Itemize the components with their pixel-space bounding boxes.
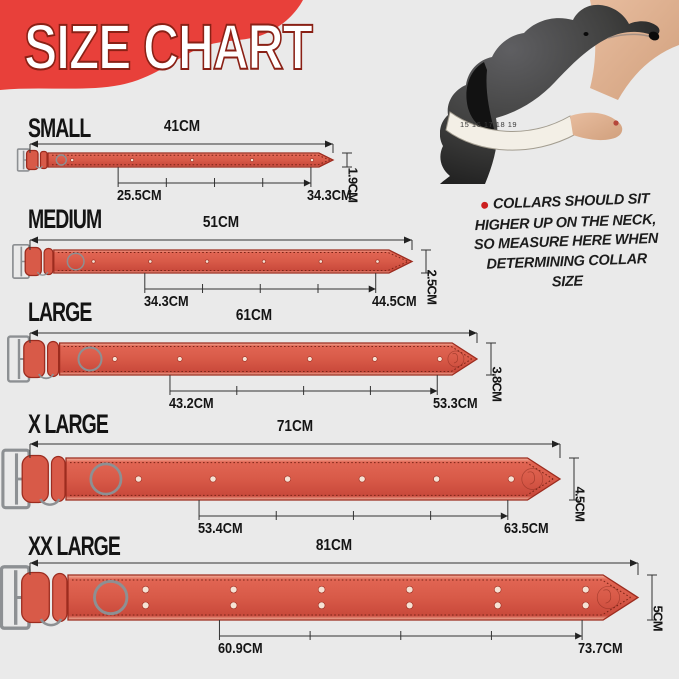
- svg-text:15 16 17 18 19: 15 16 17 18 19: [460, 120, 517, 129]
